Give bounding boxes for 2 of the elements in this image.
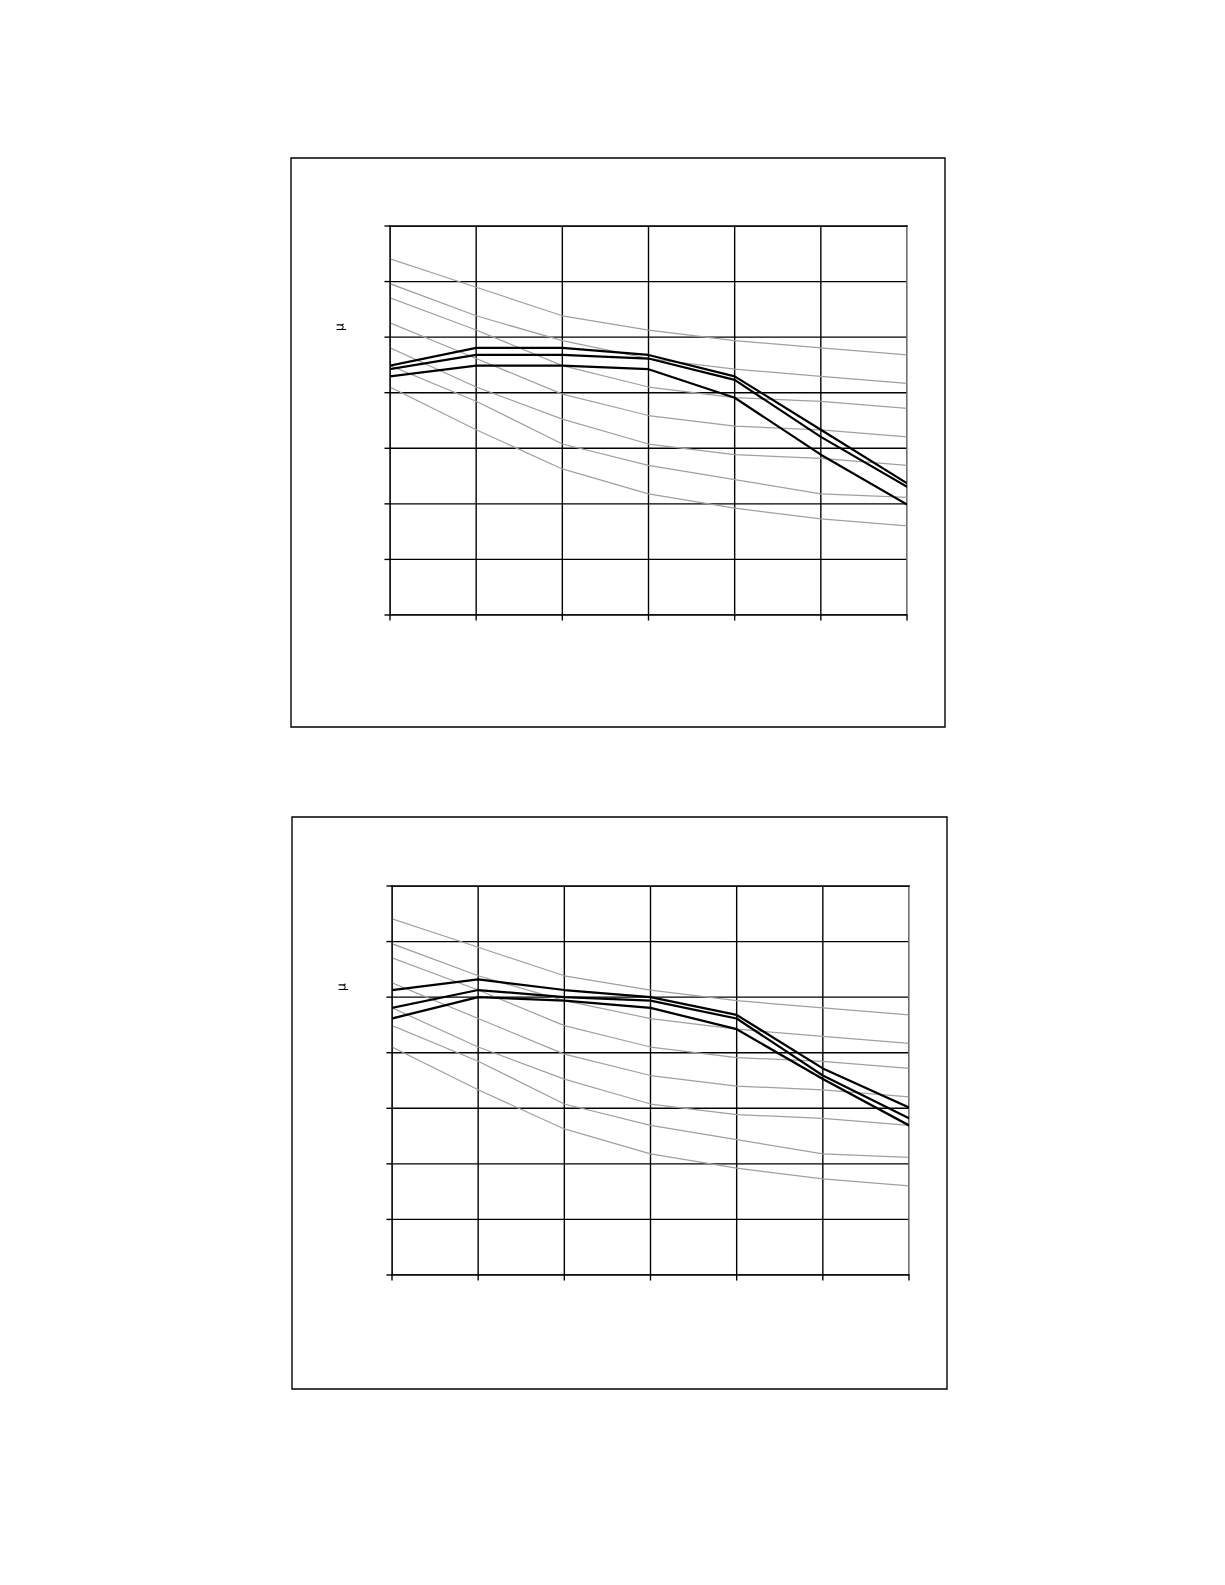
- y-axis-title: μ: [336, 323, 347, 331]
- y-axis-title: μ: [338, 983, 349, 991]
